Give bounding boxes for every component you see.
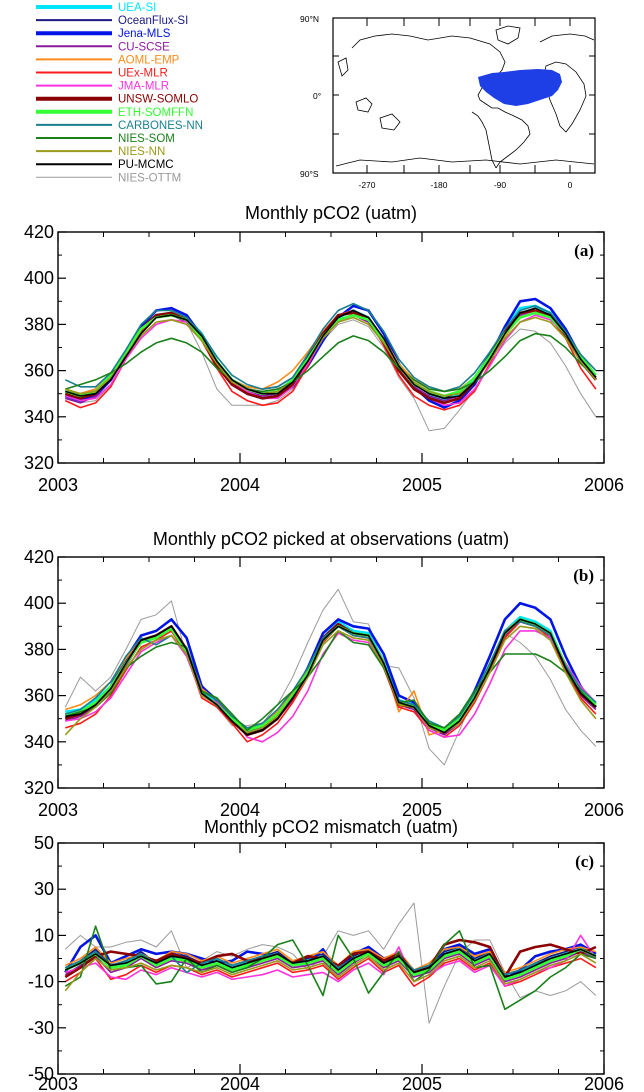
map-lon-180: -180 bbox=[430, 180, 447, 190]
legend-label-jena-mls: Jena-MLS bbox=[118, 28, 171, 40]
y-tick-label: -30 bbox=[28, 1018, 54, 1038]
series-line-jena-mls bbox=[64, 601, 597, 734]
map-lon-270: -270 bbox=[358, 180, 375, 190]
y-tick-label: 320 bbox=[24, 453, 54, 473]
map-lon-90: -90 bbox=[494, 180, 507, 190]
legend: UEA-SIOceanFlux-SIJena-MLSCU-SCSEAOML-EM… bbox=[36, 2, 203, 184]
series-line-unsw-somlo bbox=[64, 309, 597, 405]
series-line-carbones-nn bbox=[65, 620, 597, 729]
panel-title: Monthly pCO2 (uatm) bbox=[245, 203, 417, 223]
panel-c: Monthly pCO2 mismatch (uatm) -50 -30 -10 10 3… bbox=[28, 817, 624, 1092]
y-tick-label: 30 bbox=[34, 879, 54, 899]
series-line-jma-mlr bbox=[65, 934, 597, 988]
y-tick-label: 320 bbox=[24, 778, 54, 798]
plot-frame bbox=[57, 231, 605, 464]
panel-label: (c) bbox=[575, 852, 594, 871]
map-lat-90n: 90°N bbox=[300, 14, 319, 24]
map-lat-90s: 90°S bbox=[300, 169, 319, 179]
series-lines bbox=[64, 588, 597, 766]
map-lat-0: 0° bbox=[313, 91, 321, 101]
x-tick-label: 2003 bbox=[38, 1074, 78, 1092]
y-tick-label: 50 bbox=[34, 833, 54, 853]
series-line-carbones-nn bbox=[64, 302, 597, 393]
series-line-pu-mcmc bbox=[65, 307, 597, 400]
y-tick-label: 400 bbox=[24, 268, 54, 288]
panel-title: Monthly pCO2 mismatch (uatm) bbox=[204, 817, 458, 837]
legend-label-pu-mcmc: PU-MCMC bbox=[118, 159, 174, 171]
y-tick-label: 10 bbox=[34, 925, 54, 945]
x-tick-label: 2006 bbox=[584, 1074, 624, 1092]
legend-label-eth-somffn: ETH-SOMFFN bbox=[118, 107, 193, 119]
series-line-nies-nn bbox=[64, 953, 597, 992]
legend-label-unsw-somlo: UNSW-SOMLO bbox=[118, 94, 198, 106]
y-tick-label: 400 bbox=[24, 593, 54, 613]
series-line-nies-som bbox=[64, 925, 597, 1011]
chart-panels: Monthly pCO2 (uatm) 320 340 360 380 400 420 200… bbox=[24, 203, 624, 1092]
plot-frame bbox=[57, 556, 605, 789]
y-tick-label: 420 bbox=[24, 222, 54, 242]
panel-title: Monthly pCO2 picked at observations (uat… bbox=[153, 529, 509, 549]
y-tick-label: 380 bbox=[24, 314, 54, 334]
legend-label-uea-si: UEA-SI bbox=[118, 2, 156, 14]
panel-b: Monthly pCO2 picked at observations (uat… bbox=[24, 529, 624, 820]
series-line-pu-mcmc bbox=[65, 618, 597, 736]
x-tick-label: 2004 bbox=[220, 1074, 260, 1092]
panel-label: (a) bbox=[574, 241, 594, 260]
series-line-nies-som bbox=[65, 630, 597, 732]
x-tick-label: 2005 bbox=[402, 1074, 442, 1092]
legend-label-nies-som: NIES-SOM bbox=[118, 133, 175, 145]
series-line-nies-som bbox=[65, 332, 597, 393]
x-tick-label: 2005 bbox=[402, 800, 442, 820]
x-tick-label: 2005 bbox=[402, 475, 442, 495]
series-lines bbox=[64, 297, 597, 432]
panel-label: (b) bbox=[573, 566, 594, 585]
y-tick-label: 340 bbox=[24, 407, 54, 427]
x-tick-label: 2004 bbox=[220, 800, 260, 820]
legend-label-jma-mlr: JMA-MLR bbox=[118, 81, 169, 93]
legend-label-cu-scse: CU-SCSE bbox=[118, 41, 170, 53]
series-line-nies-nn bbox=[65, 316, 597, 397]
series-lines bbox=[64, 902, 597, 1024]
y-tick-label: -10 bbox=[28, 972, 54, 992]
y-tick-label: -50 bbox=[28, 1064, 54, 1084]
panel-a: Monthly pCO2 (uatm) 320 340 360 380 400 420 200… bbox=[24, 203, 624, 495]
x-tick-label: 2006 bbox=[584, 475, 624, 495]
y-tick-label: 380 bbox=[24, 639, 54, 659]
x-tick-label: 2003 bbox=[38, 800, 78, 820]
series-line-pu-mcmc bbox=[64, 948, 597, 978]
legend-label-carbones-nn: CARBONES-NN bbox=[118, 120, 203, 132]
legend-label-oceanflux-si: OceanFlux-SI bbox=[118, 15, 188, 27]
coastlines bbox=[335, 25, 595, 169]
y-tick-label: 360 bbox=[24, 361, 54, 381]
legend-label-nies-ottm: NIES-OTTM bbox=[118, 172, 181, 184]
map-ticks bbox=[333, 17, 595, 174]
map-lon-0: 0 bbox=[568, 180, 573, 190]
map-frame bbox=[332, 17, 596, 174]
y-tick-label: 340 bbox=[24, 732, 54, 752]
x-tick-label: 2006 bbox=[584, 800, 624, 820]
x-tick-label: 2004 bbox=[220, 475, 260, 495]
world-map-inset: 90°N 0° 90°S -270 -180 -90 0 bbox=[300, 14, 596, 190]
legend-label-uex-mlr: UEx-MLR bbox=[118, 68, 168, 80]
legend-label-nies-nn: NIES-NN bbox=[118, 146, 165, 158]
legend-label-aoml-emp: AOML-EMP bbox=[118, 54, 180, 66]
x-tick-label: 2003 bbox=[38, 475, 78, 495]
y-tick-label: 360 bbox=[24, 686, 54, 706]
y-tick-label: 420 bbox=[24, 547, 54, 567]
atlantic-region bbox=[478, 69, 562, 106]
series-line-nies-ottm bbox=[64, 588, 597, 766]
series-line-nies-nn bbox=[64, 625, 597, 736]
